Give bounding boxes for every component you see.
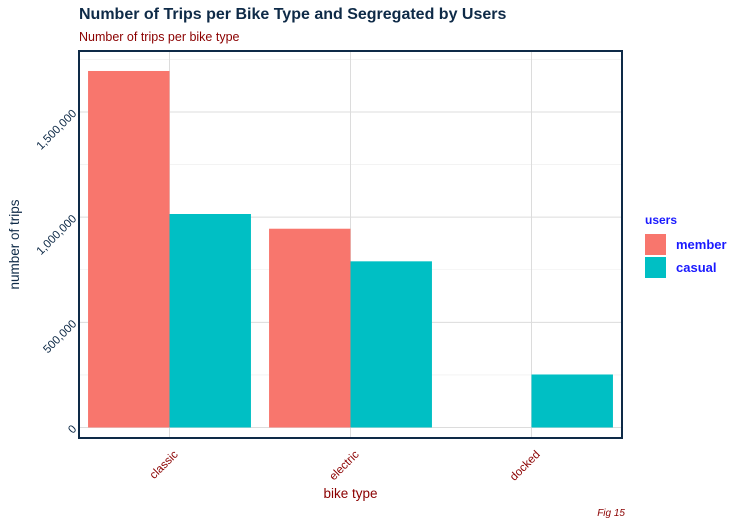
bar-member-electric: [269, 228, 351, 428]
x-axis-title: bike type: [323, 486, 377, 501]
x-tick-label-classic: classic: [148, 449, 181, 482]
bar-casual-docked: [531, 374, 613, 428]
panel-border: [78, 50, 623, 439]
chart-title: Number of Trips per Bike Type and Segreg…: [79, 6, 507, 23]
legend-label-member: member: [676, 236, 727, 252]
x-tick-label-electric: electric: [327, 449, 361, 483]
legend-item-member: member: [645, 233, 727, 255]
legend-key-casual: [645, 256, 666, 278]
legend-item-casual: casual: [645, 256, 716, 278]
bar-casual-classic: [169, 214, 251, 428]
legend-label-casual: casual: [676, 259, 717, 275]
legend-title: users: [645, 213, 678, 227]
bar-casual-electric: [350, 261, 432, 428]
chart-subtitle: Number of trips per bike type: [79, 30, 240, 44]
figure-caption: Fig 15: [597, 508, 625, 519]
x-tick-label-docked: docked: [508, 449, 543, 484]
y-tick-label: 0: [66, 423, 79, 436]
legend-key-member: [645, 233, 666, 255]
bar-member-classic: [88, 70, 170, 428]
y-axis-title: number of trips: [7, 199, 22, 289]
y-tick-label: 500,000: [41, 318, 79, 356]
y-tick-label: 1,000,000: [35, 213, 80, 258]
y-tick-label: 1,500,000: [35, 108, 80, 153]
